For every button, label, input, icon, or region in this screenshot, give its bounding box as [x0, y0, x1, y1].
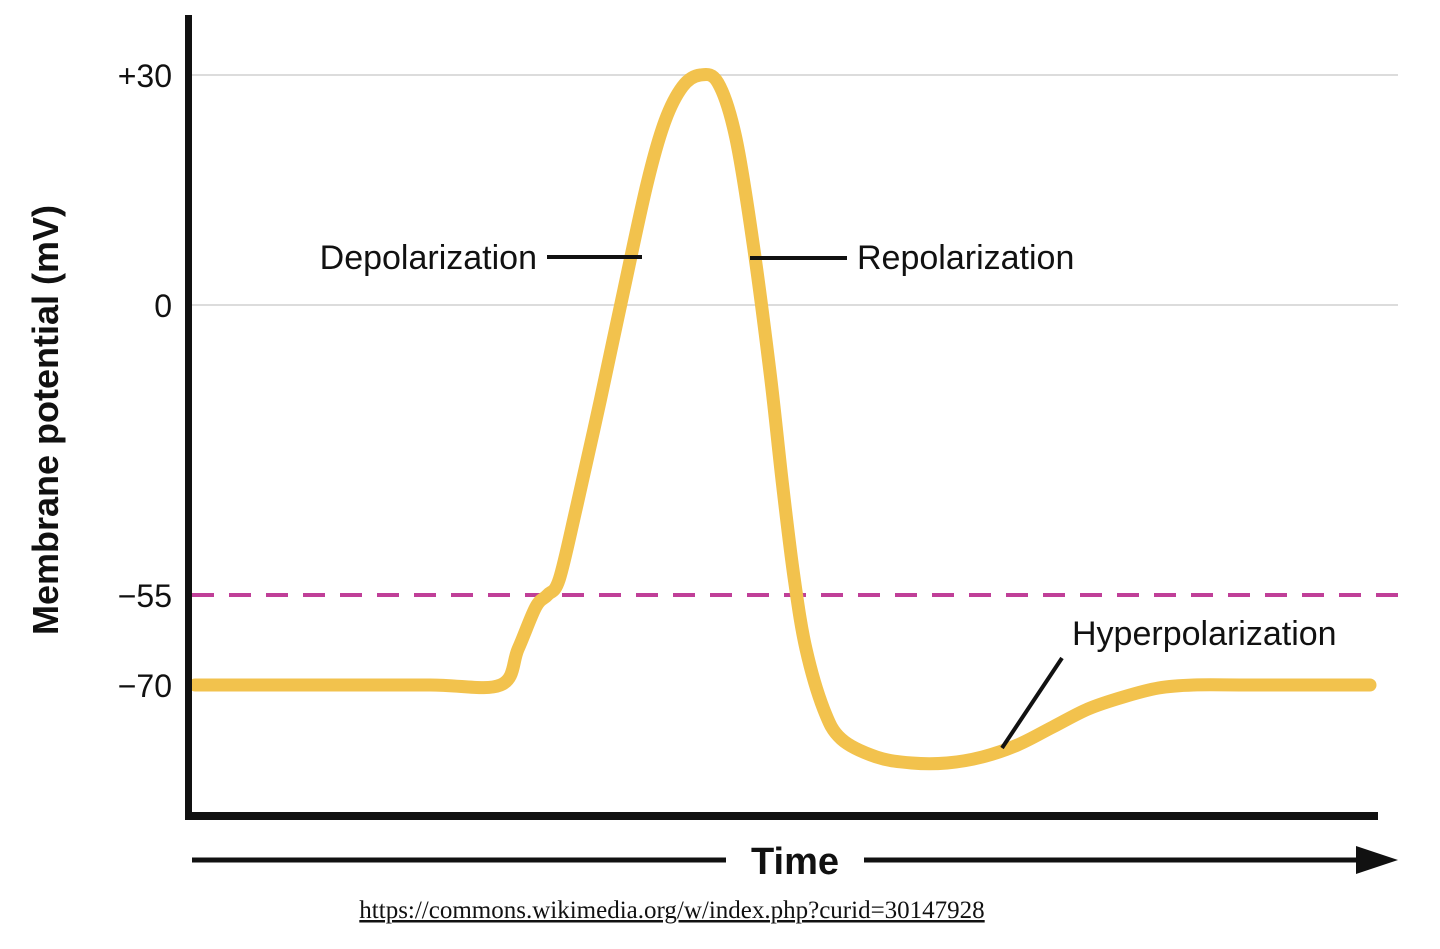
- y-axis-title: Membrane potential (mV): [25, 205, 66, 635]
- hyperpolarization-label: Hyperpolarization: [1072, 615, 1337, 653]
- repolarization-label: Repolarization: [857, 239, 1074, 277]
- y-tick-minus70: −70: [118, 668, 172, 704]
- y-tick-minus55: −55: [118, 578, 172, 614]
- y-axis-line: [185, 15, 192, 820]
- source-url-link[interactable]: https://commons.wikimedia.org/w/index.ph…: [359, 897, 984, 924]
- time-arrowhead-icon: [1356, 846, 1398, 874]
- hyperpolarization-pointer-line: [1000, 656, 1064, 750]
- membrane-potential-curve: [188, 67, 1377, 771]
- depolarization-label: Depolarization: [320, 239, 537, 277]
- x-axis-line: [185, 812, 1378, 820]
- y-tick-zero: 0: [154, 288, 172, 324]
- y-tick-plus30: +30: [118, 58, 172, 94]
- time-label: Time: [751, 841, 839, 883]
